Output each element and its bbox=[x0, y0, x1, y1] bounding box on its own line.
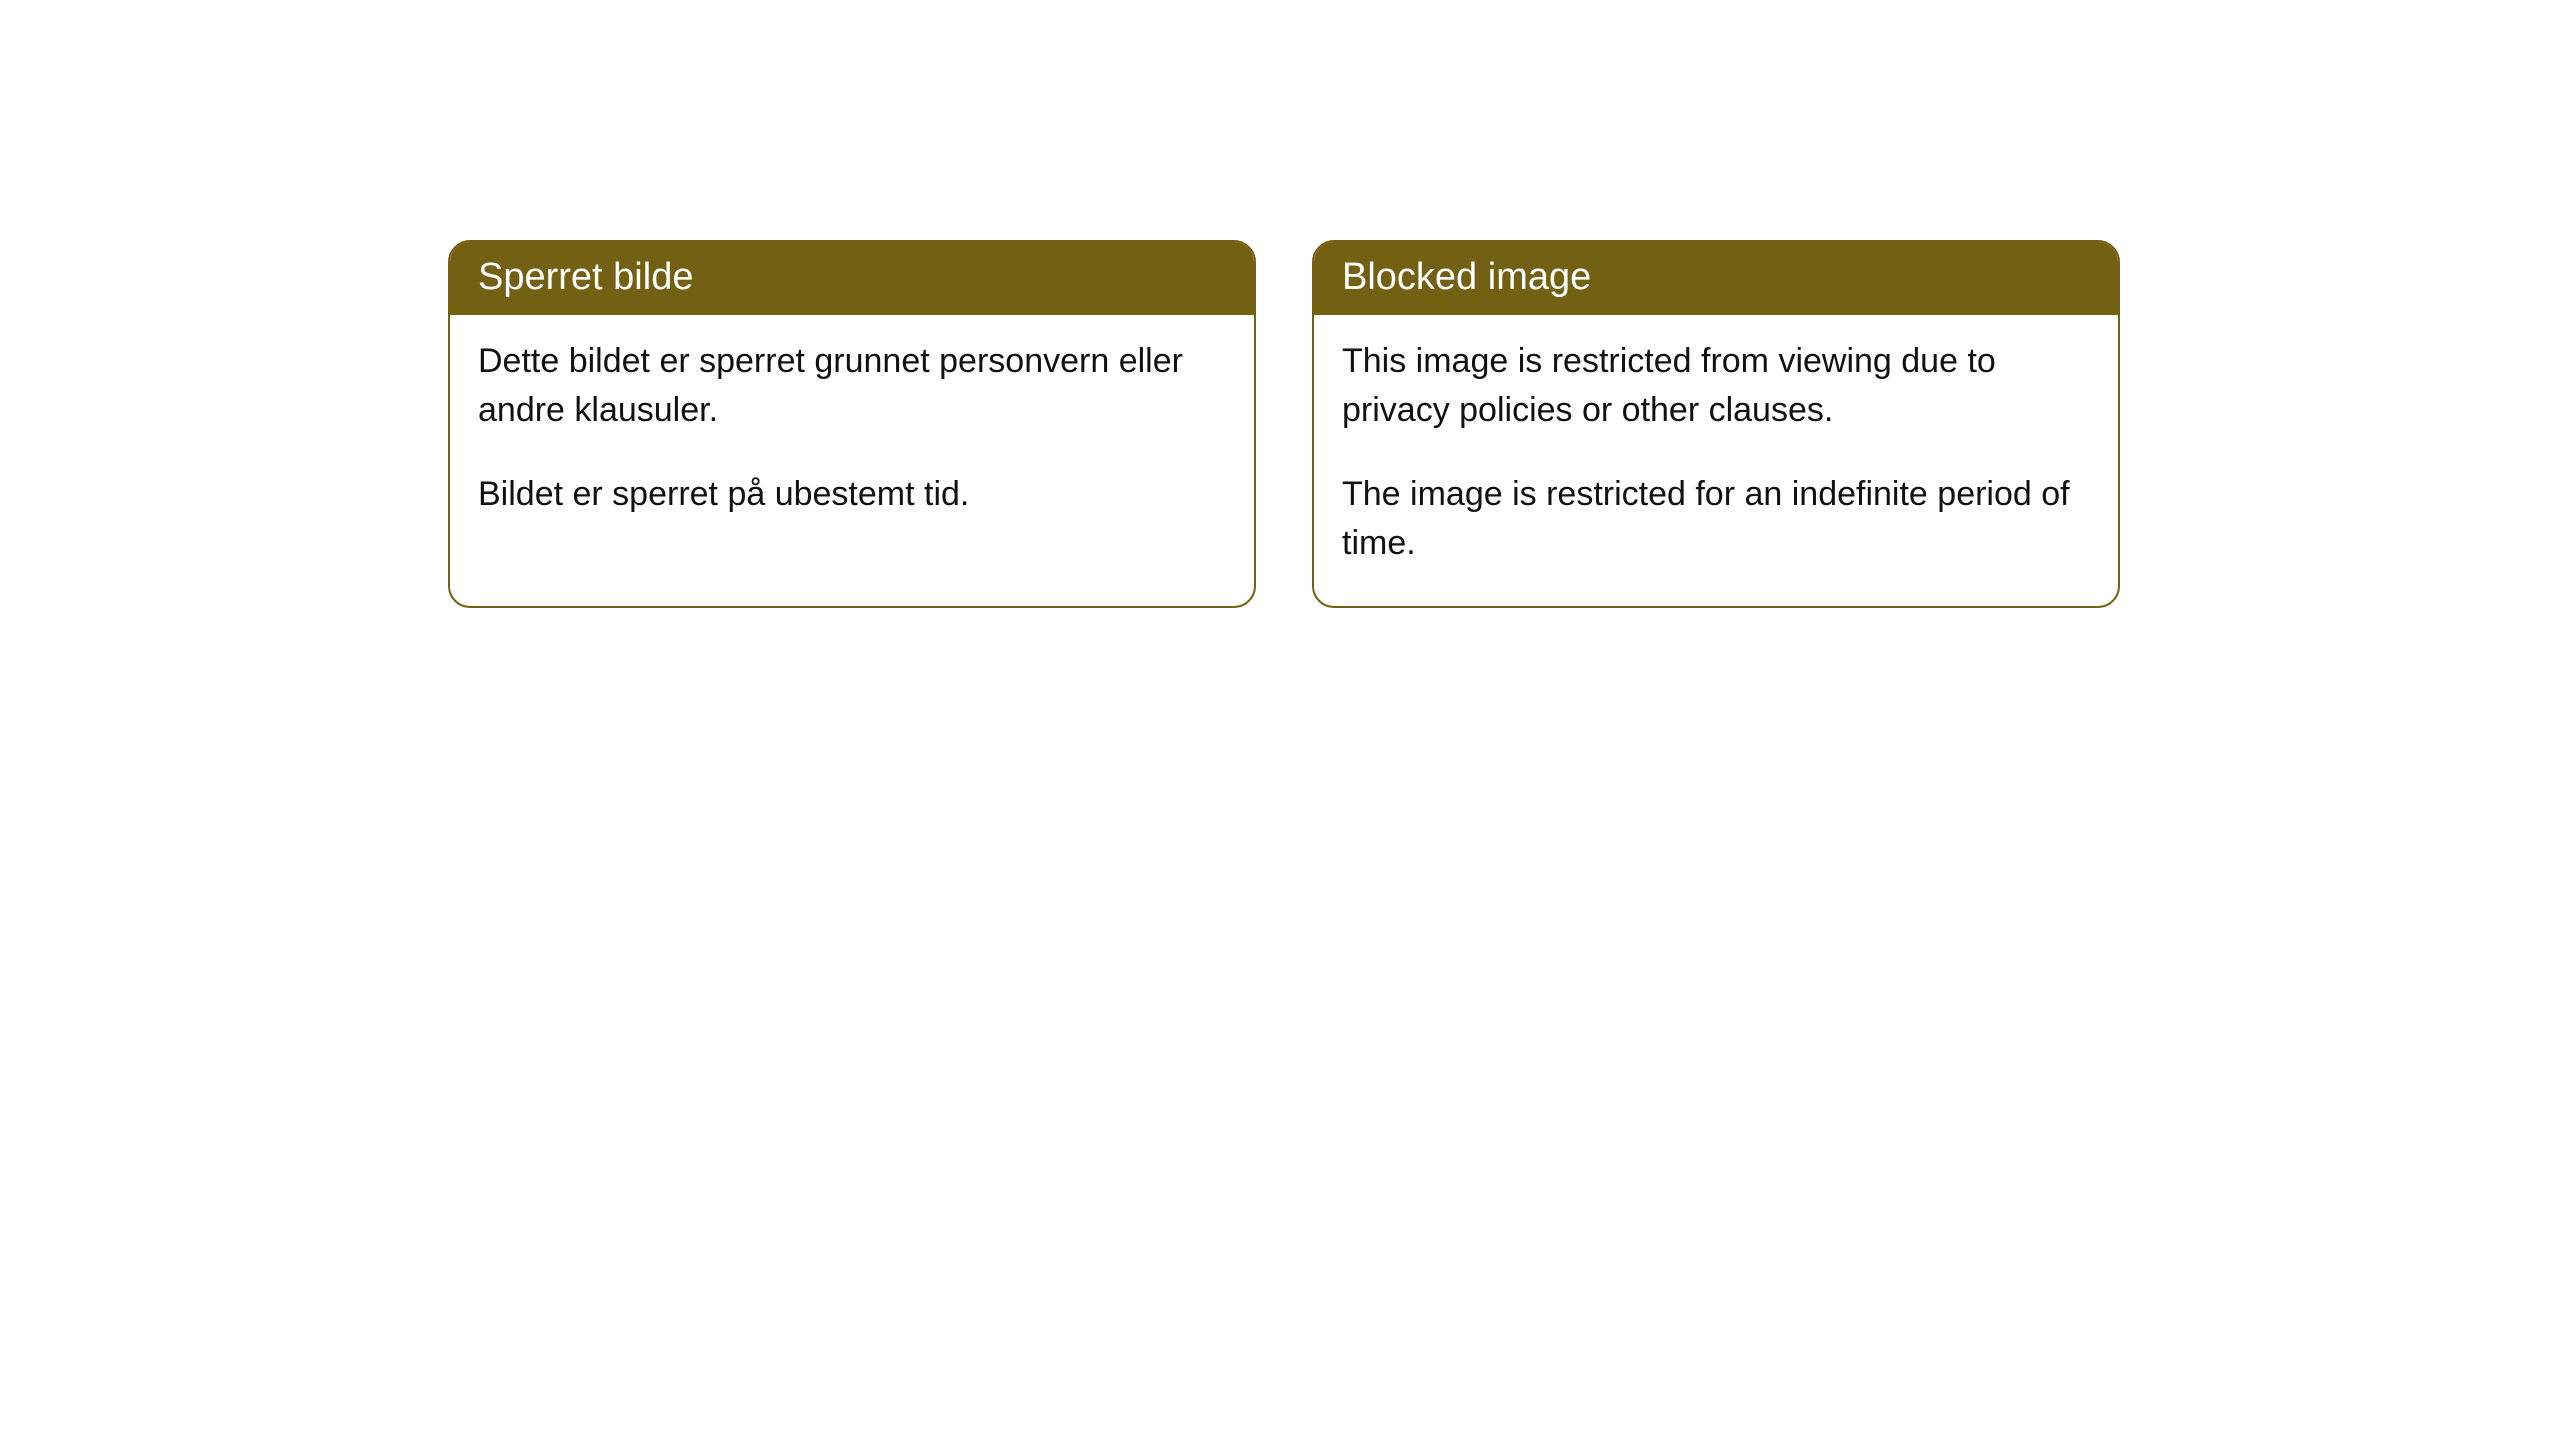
card-title: Blocked image bbox=[1314, 242, 2118, 315]
card-body: This image is restricted from viewing du… bbox=[1314, 315, 2118, 606]
card-paragraph: Bildet er sperret på ubestemt tid. bbox=[478, 470, 1226, 519]
card-paragraph: The image is restricted for an indefinit… bbox=[1342, 470, 2090, 569]
card-paragraph: Dette bildet er sperret grunnet personve… bbox=[478, 337, 1226, 436]
card-paragraph: This image is restricted from viewing du… bbox=[1342, 337, 2090, 436]
notice-card-norwegian: Sperret bilde Dette bildet er sperret gr… bbox=[448, 240, 1256, 608]
card-body: Dette bildet er sperret grunnet personve… bbox=[450, 315, 1254, 557]
card-title: Sperret bilde bbox=[450, 242, 1254, 315]
notice-card-english: Blocked image This image is restricted f… bbox=[1312, 240, 2120, 608]
notice-card-pair: Sperret bilde Dette bildet er sperret gr… bbox=[448, 240, 2120, 608]
